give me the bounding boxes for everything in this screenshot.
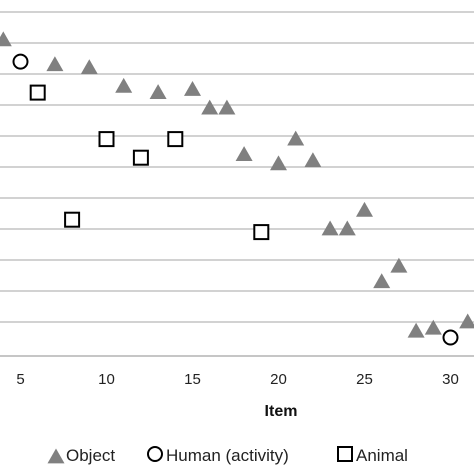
- object-point-13: [338, 220, 356, 236]
- gridlines: [0, 11, 474, 323]
- object-point-19: [459, 313, 474, 329]
- animal-point-3: [132, 149, 149, 166]
- animal-point-5: [253, 224, 270, 241]
- legend-marker-object: [47, 448, 65, 464]
- object-point-17: [407, 322, 425, 338]
- object-point-8: [235, 146, 253, 161]
- x-axis-title: Item: [265, 403, 298, 420]
- object-point-7: [218, 99, 236, 115]
- x-tick-label-5: 30: [442, 371, 459, 388]
- x-tick-label-4: 25: [356, 371, 373, 388]
- object-point-6: [201, 99, 219, 115]
- object-point-0: [0, 31, 12, 47]
- data-points: [0, 31, 474, 346]
- object-point-2: [80, 59, 98, 75]
- object-point-4: [149, 84, 167, 99]
- object-point-5: [184, 81, 201, 96]
- human-activity-point-1: [442, 329, 459, 346]
- object-point-11: [304, 152, 322, 168]
- object-point-14: [356, 201, 373, 217]
- legend: Object Human (activity) Animal: [47, 446, 408, 465]
- object-point-12: [321, 220, 339, 236]
- x-tick-label-2: 15: [184, 371, 201, 388]
- legend-marker-human-activity: [147, 446, 163, 462]
- object-point-15: [373, 273, 391, 289]
- animal-point-0: [29, 84, 46, 101]
- legend-label-animal: Animal: [356, 446, 408, 465]
- animal-point-4: [167, 131, 184, 148]
- object-point-3: [115, 77, 133, 93]
- object-point-1: [46, 56, 64, 72]
- legend-label-object: Object: [66, 446, 115, 465]
- object-point-18: [424, 319, 442, 335]
- x-tick-label-1: 10: [98, 371, 115, 388]
- animal-point-2: [98, 131, 115, 148]
- animal-point-1: [64, 211, 81, 228]
- x-tick-label-3: 20: [270, 371, 287, 388]
- x-tick-labels: 5 10 15 20 25 30: [16, 371, 459, 388]
- human-activity-point-0: [12, 53, 29, 70]
- object-point-16: [390, 257, 408, 273]
- object-point-9: [270, 155, 287, 171]
- legend-marker-animal: [337, 446, 353, 462]
- x-tick-label-0: 5: [16, 371, 24, 388]
- object-point-10: [287, 130, 305, 146]
- legend-label-human-activity: Human (activity): [166, 446, 289, 465]
